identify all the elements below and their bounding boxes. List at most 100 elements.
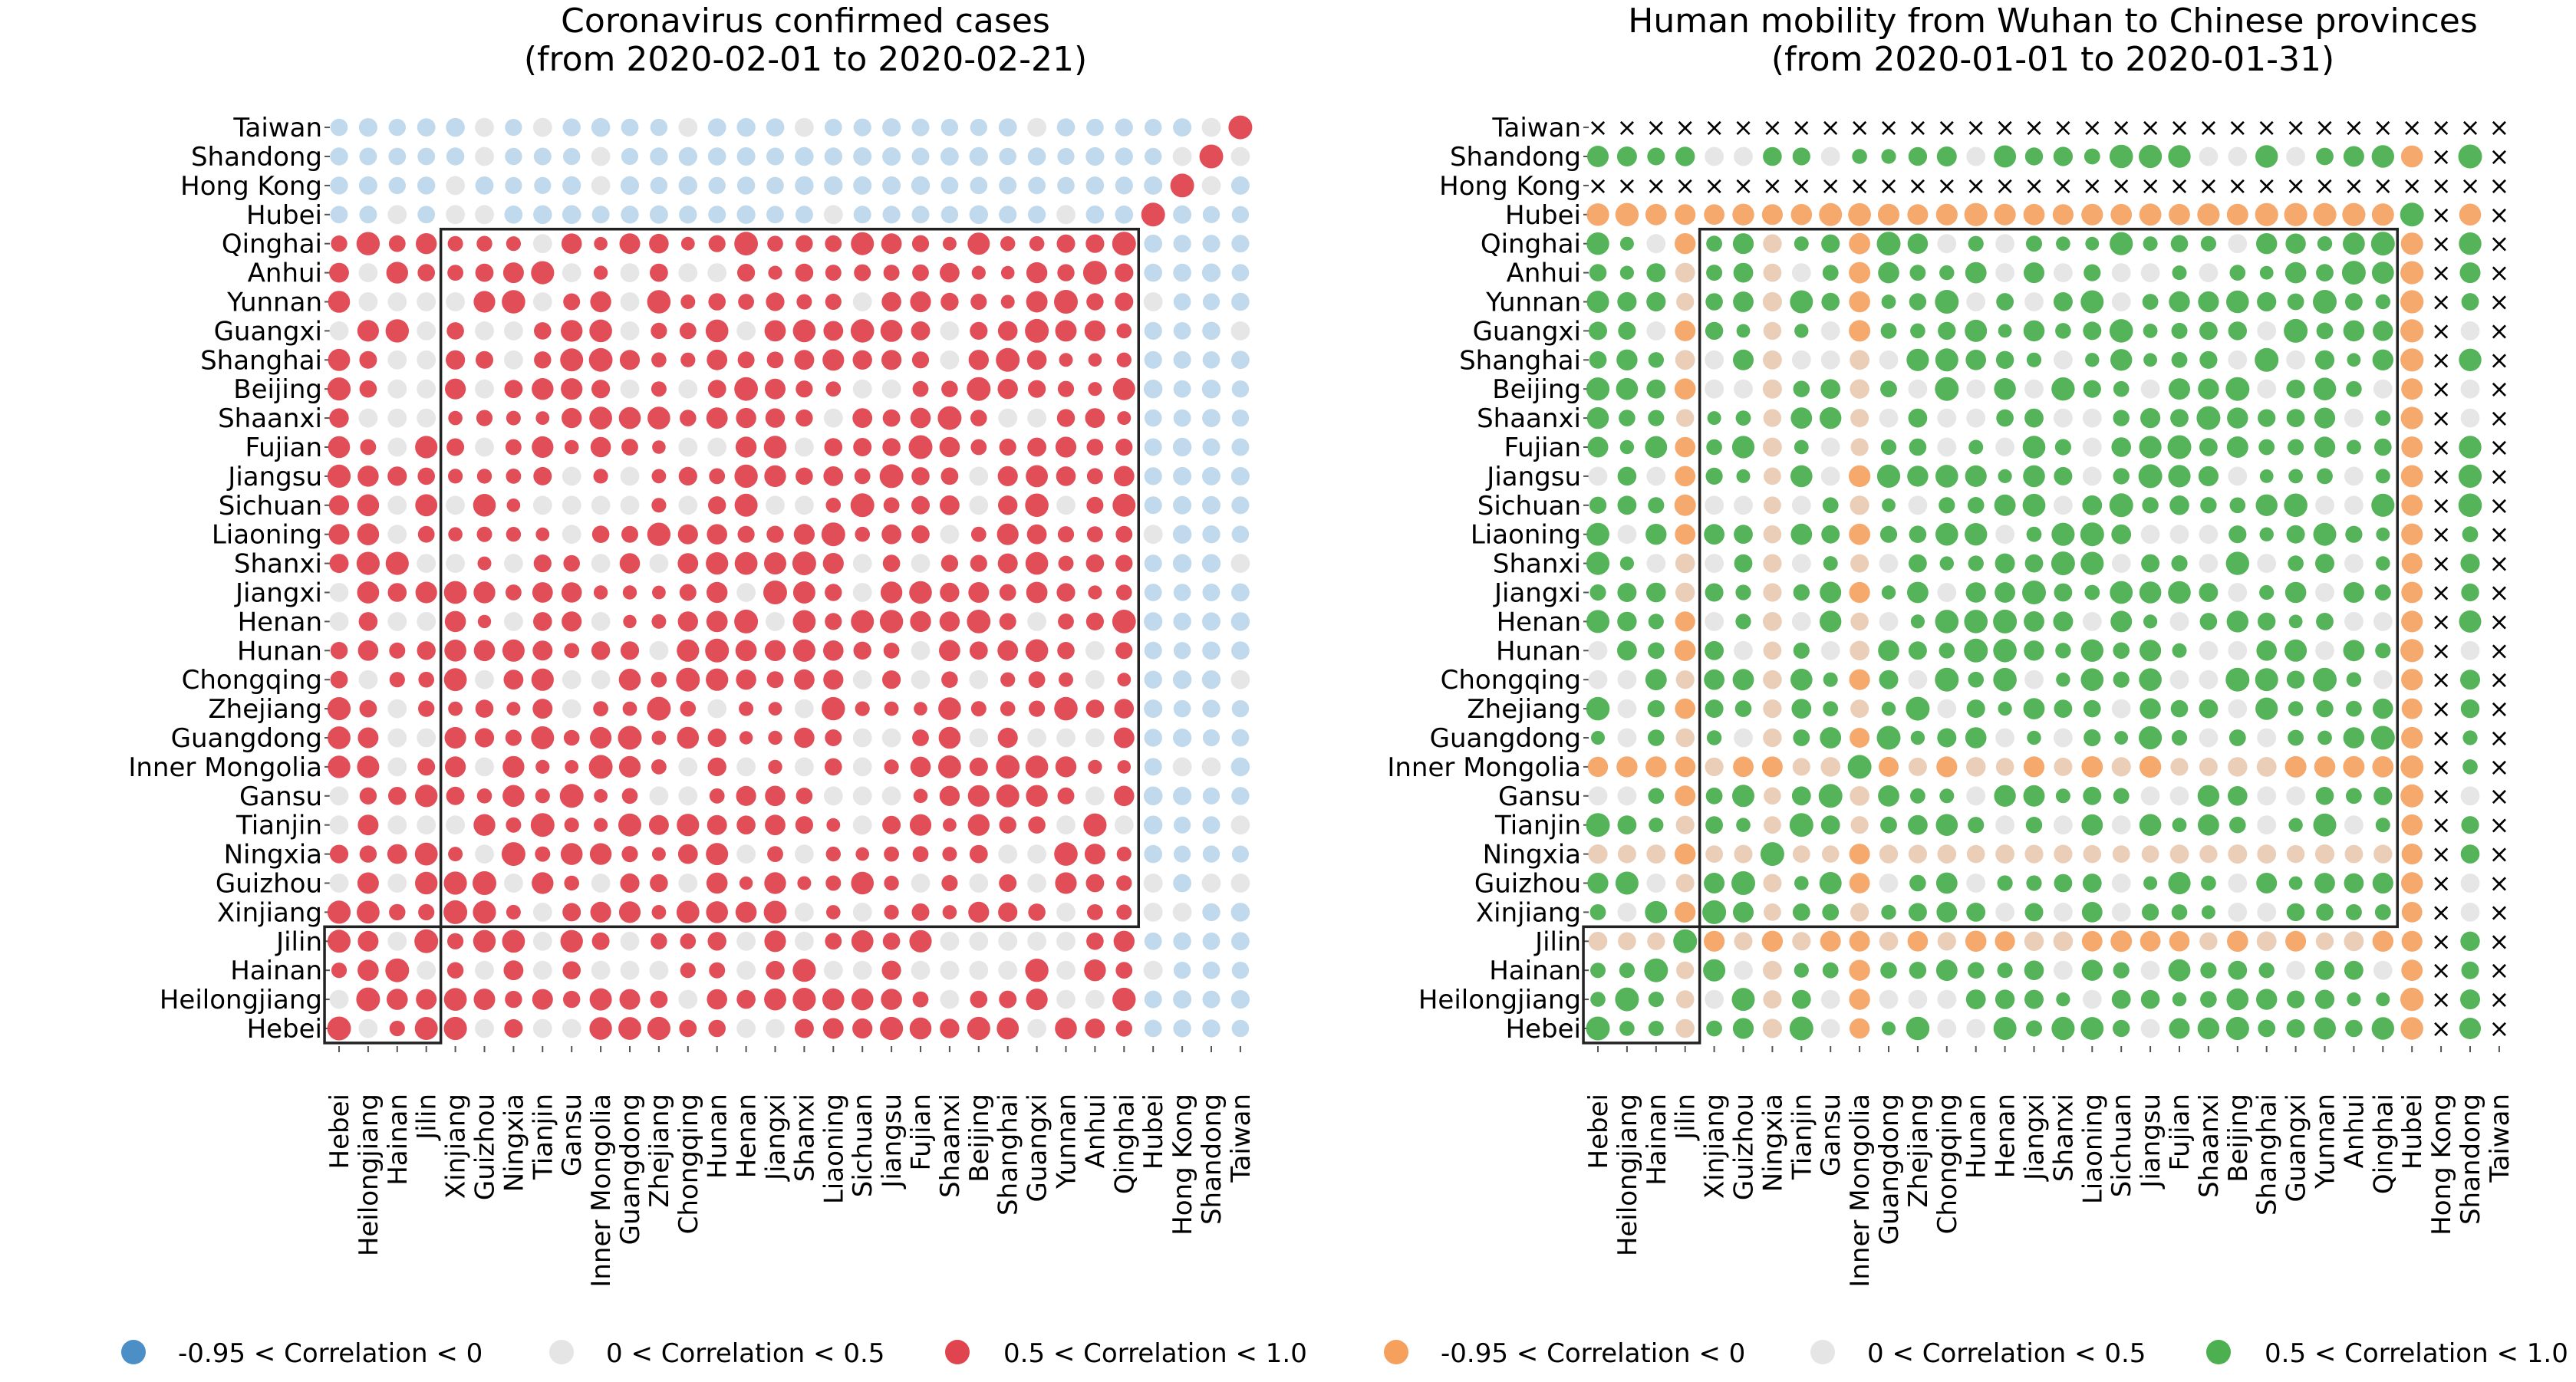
correlation-dot	[560, 930, 583, 953]
correlation-dot	[1000, 236, 1016, 252]
correlation-dot	[1000, 672, 1016, 687]
correlation-dot	[1879, 989, 1899, 1009]
correlation-dot	[2344, 931, 2364, 952]
correlation-dot	[1589, 264, 1607, 281]
correlation-dot	[967, 377, 991, 401]
y-tick-label-zhejiang: Zhejiang	[208, 694, 322, 725]
correlation-dot	[1909, 525, 1927, 543]
correlation-dot	[2228, 146, 2248, 166]
correlation-dot	[1083, 813, 1107, 837]
correlation-dot	[329, 874, 349, 893]
correlation-dot	[389, 903, 406, 921]
correlation-dot	[735, 436, 757, 458]
correlation-dot	[475, 699, 494, 718]
correlation-dot	[476, 788, 492, 804]
correlation-dot	[2228, 903, 2248, 922]
correlation-dot	[1589, 350, 1607, 369]
correlation-dot	[1619, 236, 1634, 251]
correlation-dot	[678, 874, 698, 893]
correlation-dot	[911, 467, 930, 485]
correlation-dot	[2139, 203, 2162, 226]
correlation-dot	[475, 321, 494, 341]
correlation-dot	[1705, 989, 1724, 1009]
correlation-dot	[1732, 233, 1754, 255]
correlation-dot	[618, 668, 641, 691]
correlation-dot	[589, 319, 612, 343]
correlation-dot	[533, 147, 552, 166]
correlation-dot	[1615, 987, 1639, 1012]
correlation-dot	[651, 352, 667, 368]
correlation-dot	[2054, 844, 2073, 864]
left-chart-title: Coronavirus confirmed cases	[561, 2, 1050, 41]
correlation-dot	[1173, 962, 1191, 979]
correlation-dot	[1849, 232, 1871, 255]
correlation-dot	[2314, 350, 2335, 370]
correlation-dot	[593, 701, 608, 716]
correlation-dot	[854, 468, 871, 485]
missing-marker: ×	[2431, 433, 2452, 462]
correlation-dot	[501, 842, 525, 867]
x-tick-label-gansu: Gansu	[1816, 1094, 1846, 1176]
correlation-dot	[356, 987, 380, 1012]
correlation-dot	[1966, 1018, 1986, 1038]
correlation-dot	[680, 236, 695, 251]
correlation-dot	[2054, 699, 2073, 718]
correlation-dot	[448, 847, 463, 862]
correlation-dot	[911, 206, 930, 224]
x-tick-label-hubei: Hubei	[1138, 1094, 1169, 1170]
correlation-dot	[1878, 262, 1899, 284]
correlation-dot	[1937, 989, 1957, 1009]
correlation-dot	[909, 814, 932, 836]
correlation-dot	[1000, 294, 1015, 309]
correlation-dot	[414, 842, 438, 866]
correlation-dot	[999, 816, 1016, 834]
missing-marker: ×	[1965, 113, 1986, 142]
correlation-dot	[1645, 203, 1667, 225]
correlation-dot	[473, 581, 496, 604]
correlation-dot	[2201, 875, 2216, 891]
correlation-dot	[853, 176, 872, 195]
correlation-dot	[1173, 728, 1192, 748]
correlation-dot	[506, 236, 522, 252]
y-tick-label-shanxi: Shanxi	[234, 549, 322, 580]
correlation-dot	[1793, 729, 1810, 746]
correlation-dot	[2459, 203, 2482, 226]
missing-marker: ×	[2431, 288, 2452, 317]
correlation-dot	[939, 436, 960, 458]
correlation-dot	[1821, 845, 1840, 863]
correlation-dot	[1763, 641, 1782, 660]
correlation-dot	[2140, 525, 2160, 545]
correlation-dot	[1202, 612, 1220, 631]
correlation-dot	[1965, 262, 1987, 284]
correlation-dot	[734, 493, 758, 517]
correlation-dot	[1820, 466, 1840, 486]
correlation-dot	[357, 466, 379, 487]
correlation-dot	[763, 581, 787, 604]
correlation-dot	[1646, 554, 1666, 573]
correlation-dot	[621, 439, 638, 456]
correlation-dot	[1028, 176, 1046, 195]
correlation-dot	[590, 901, 611, 923]
correlation-dot	[2170, 235, 2189, 253]
correlation-dot	[970, 554, 987, 572]
correlation-dot	[1084, 320, 1106, 342]
correlation-dot	[1202, 409, 1220, 427]
correlation-dot	[357, 930, 379, 952]
correlation-dot	[2082, 612, 2102, 631]
correlation-dot	[1589, 584, 1606, 601]
correlation-dot	[940, 147, 959, 166]
correlation-dot	[1790, 204, 1813, 225]
correlation-dot	[1201, 176, 1221, 196]
correlation-dot	[2255, 145, 2278, 168]
correlation-dot	[1202, 584, 1220, 601]
correlation-dot	[1586, 203, 1609, 226]
correlation-dot	[2140, 698, 2161, 719]
correlation-dot	[1849, 669, 1870, 690]
correlation-dot	[709, 788, 725, 804]
missing-marker: ×	[2489, 142, 2509, 171]
correlation-dot	[1734, 844, 1753, 864]
correlation-dot	[825, 758, 842, 776]
correlation-dot	[1850, 379, 1869, 399]
missing-marker: ×	[2373, 113, 2393, 142]
correlation-dot	[2199, 525, 2219, 545]
